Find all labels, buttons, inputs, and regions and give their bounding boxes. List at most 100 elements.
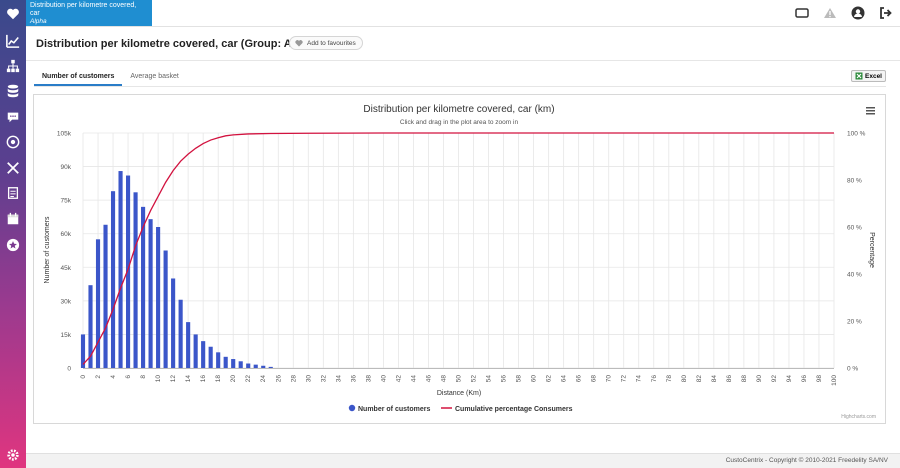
bar <box>80 334 86 368</box>
menu-icon-bar <box>866 110 875 112</box>
tab-average-basket[interactable]: Average basket <box>130 73 179 80</box>
x-tick-label: 62 <box>546 375 553 383</box>
excel-label: Excel <box>865 72 882 80</box>
window-icon[interactable] <box>794 5 810 21</box>
page-title: Distribution per kilometre covered, car … <box>36 38 318 50</box>
y2-tick-label: 20 % <box>847 319 862 326</box>
bar <box>216 352 221 368</box>
x-tick-label: 24 <box>260 375 267 383</box>
bar <box>110 191 116 368</box>
x-tick-label: 0 <box>80 375 87 379</box>
y2-tick-label: 60 % <box>847 225 862 232</box>
x-tick-label: 2 <box>95 375 102 379</box>
tools-icon[interactable] <box>4 159 22 177</box>
star-icon[interactable] <box>4 236 22 254</box>
x-tick-label: 26 <box>275 375 282 383</box>
top-icons <box>794 5 894 21</box>
bar <box>201 341 206 368</box>
tab-divider <box>34 86 886 87</box>
x-tick-label: 28 <box>290 375 297 383</box>
logout-icon[interactable] <box>878 5 894 21</box>
x-tick-label: 98 <box>816 375 823 383</box>
highcharts-credit: Highcharts.com <box>841 414 876 420</box>
calendar-icon[interactable] <box>4 210 22 228</box>
x-tick-label: 16 <box>200 375 207 383</box>
x-tick-label: 14 <box>185 375 192 383</box>
y-tick-label: 45k <box>61 265 72 272</box>
footer: CustoCentrix - Copyright © 2010-2021 Fre… <box>26 453 900 468</box>
bar <box>103 224 108 368</box>
gear-icon[interactable] <box>4 446 22 464</box>
x-tick-label: 96 <box>801 375 808 383</box>
bar <box>246 363 251 368</box>
y-tick-label: 0 <box>67 366 71 373</box>
x-tick-label: 66 <box>576 375 583 383</box>
x-tick-label: 58 <box>516 375 523 383</box>
database-icon[interactable] <box>4 82 22 100</box>
bar <box>253 364 258 368</box>
x-tick-label: 6 <box>125 375 132 379</box>
bar <box>171 278 176 368</box>
bar <box>223 356 228 368</box>
heart-icon[interactable] <box>4 5 22 23</box>
x-tick-label: 44 <box>410 375 417 383</box>
y-tick-label: 105k <box>57 131 72 138</box>
breadcrumb-sub: Alpha <box>30 18 47 25</box>
add-to-favourites-label: Add to favourites <box>307 39 356 47</box>
bar <box>178 299 183 368</box>
x-tick-label: 56 <box>501 375 508 383</box>
y-tick-label: 60k <box>61 231 72 238</box>
hierarchy-icon[interactable] <box>4 57 22 75</box>
x-tick-label: 86 <box>726 375 733 383</box>
y-tick-label: 75k <box>61 198 72 205</box>
x-tick-label: 82 <box>696 375 703 383</box>
tab-number-of-customers[interactable]: Number of customers <box>34 70 123 86</box>
bar <box>163 250 168 368</box>
chart-line-icon[interactable] <box>4 32 22 50</box>
menu-icon-bar <box>866 107 875 109</box>
x-tick-label: 50 <box>456 375 463 383</box>
x-tick-label: 64 <box>561 375 568 383</box>
excel-icon <box>855 72 863 80</box>
x-tick-label: 74 <box>636 375 643 383</box>
x-tick-label: 88 <box>741 375 748 383</box>
cumulative-line <box>82 132 834 365</box>
excel-export-button[interactable]: Excel <box>851 70 886 82</box>
tabs: Number of customers Average basket <box>34 70 187 86</box>
bar <box>141 206 146 368</box>
x-tick-label: 46 <box>425 375 432 383</box>
x-tick-label: 52 <box>471 375 478 383</box>
breadcrumb[interactable]: Distribution per kilometre covered, car … <box>26 0 152 26</box>
x-tick-label: 18 <box>215 375 222 383</box>
bar <box>88 285 93 368</box>
bar <box>95 239 101 368</box>
y-tick-label: 15k <box>61 332 72 339</box>
y-tick-label: 30k <box>61 298 72 305</box>
document-icon[interactable] <box>4 184 22 202</box>
bar <box>133 192 138 368</box>
x-tick-label: 40 <box>380 375 387 383</box>
user-icon[interactable] <box>850 5 866 21</box>
bar <box>156 227 161 368</box>
warning-icon[interactable] <box>822 5 838 21</box>
y2-tick-label: 0 % <box>847 366 858 373</box>
y-tick-label: 90k <box>61 164 72 171</box>
chat-icon[interactable] <box>4 108 22 126</box>
bar <box>208 346 213 368</box>
x-tick-label: 36 <box>350 375 357 383</box>
x-tick-label: 70 <box>606 375 613 383</box>
target-icon[interactable] <box>4 133 22 151</box>
x-tick-label: 12 <box>170 375 177 383</box>
legend-bar-marker <box>348 404 356 412</box>
heart-icon <box>295 39 303 46</box>
x-tick-label: 76 <box>651 375 658 383</box>
x-tick-label: 94 <box>786 375 793 383</box>
bar <box>186 322 191 368</box>
add-to-favourites-button[interactable]: Add to favourites <box>289 36 363 50</box>
x-tick-label: 68 <box>591 375 598 383</box>
x-tick-label: 34 <box>335 375 342 383</box>
y2-tick-label: 100 % <box>847 131 866 138</box>
sidebar <box>0 0 26 468</box>
bar <box>268 366 273 368</box>
